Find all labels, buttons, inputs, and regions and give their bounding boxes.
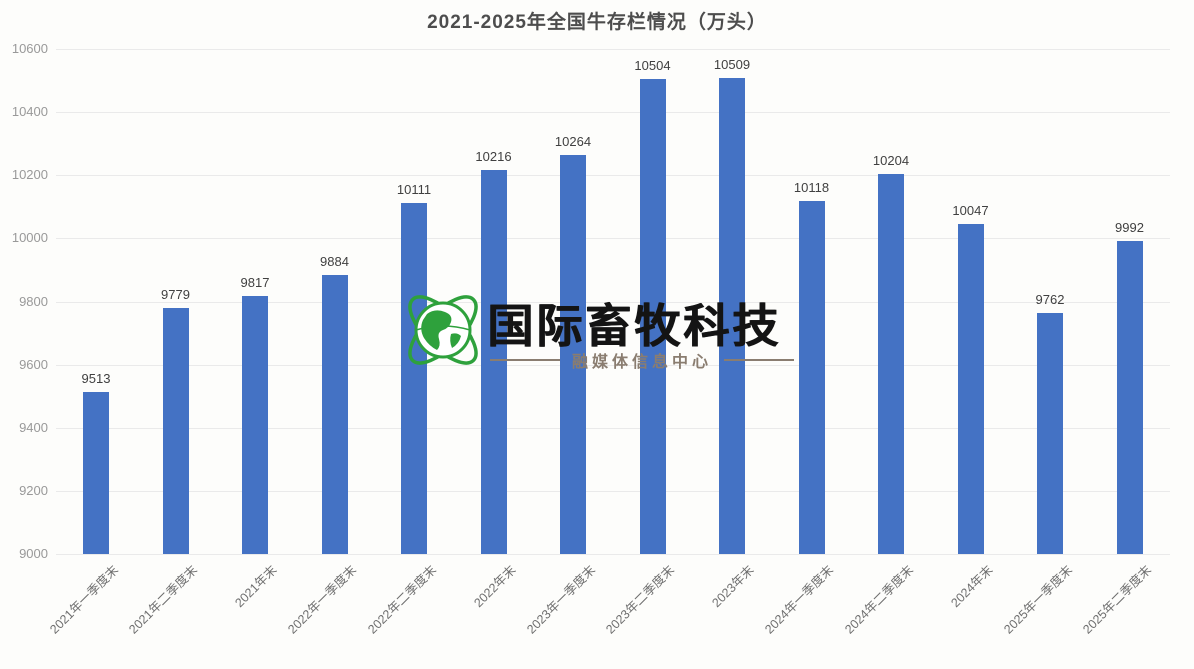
gridline [56,427,1170,429]
gridline [56,112,1170,114]
gridline [56,490,1170,492]
gridline [56,238,1170,240]
y-tick-label: 10400 [11,104,48,120]
gridline [56,49,1170,50]
bar-value-label: 10509 [713,56,751,72]
bar [1037,313,1063,554]
y-tick-label: 9200 [19,482,48,498]
bar [162,308,189,554]
bar-value-label: 9762 [1035,292,1065,308]
x-tick-label: 2025年二季度末 [1080,562,1155,637]
y-tick-label: 9400 [19,419,48,435]
bar [1116,240,1143,554]
bar-value-label: 9884 [320,253,349,269]
x-tick-label: 2024年一季度末 [762,562,837,637]
x-tick-label: 2023年末 [709,562,757,611]
x-tick-label: 2022年一季度末 [285,562,360,637]
y-tick-label: 9800 [19,293,48,309]
bar [401,203,427,554]
bar [321,274,348,554]
bar-value-label: 10216 [475,149,512,165]
bar-value-label: 9992 [1115,219,1144,235]
x-tick-label: 2024年末 [947,562,996,611]
chart-title: 2021-2025年全国牛存栏情况（万头） [427,12,767,33]
bar-value-label: 10504 [634,58,671,74]
gridline [56,175,1170,177]
bar [878,173,904,554]
y-tick-label: 10200 [11,167,48,183]
gridline [56,364,1170,366]
bar [798,201,825,554]
bar-value-label: 10047 [952,202,989,218]
bar-value-label: 10111 [396,182,432,198]
bar-value-label: 10118 [793,180,830,196]
x-tick-label: 2021年二季度末 [126,562,201,637]
bar [639,79,666,554]
x-tick-label: 2024年二季度末 [841,562,916,637]
bar-value-label: 9779 [161,287,190,303]
bar [83,392,109,554]
x-tick-label: 2021年末 [232,562,280,611]
bar [719,77,745,554]
bar-value-label: 9817 [240,275,270,291]
bar [957,223,984,554]
x-tick-label: 2021年一季度末 [46,562,121,637]
x-tick-label: 2025年一季度末 [1000,562,1075,637]
gridline [56,554,1170,555]
bar-value-label: 9513 [81,371,111,387]
y-tick-label: 10000 [11,230,48,246]
x-tick-label: 2022年末 [470,562,519,611]
bar-value-label: 10204 [872,152,910,168]
bar [560,155,586,554]
bar-value-label: 10264 [554,134,592,150]
y-tick-label: 9000 [19,546,48,561]
x-tick-label: 2023年二季度末 [603,562,678,637]
bar [480,170,507,554]
y-tick-label: 9600 [19,356,48,372]
gridline [56,301,1170,303]
y-tick-label: 10600 [11,41,48,56]
x-tick-label: 2022年二季度末 [364,562,439,637]
bar [242,296,268,554]
x-tick-label: 2023年一季度末 [523,562,598,637]
